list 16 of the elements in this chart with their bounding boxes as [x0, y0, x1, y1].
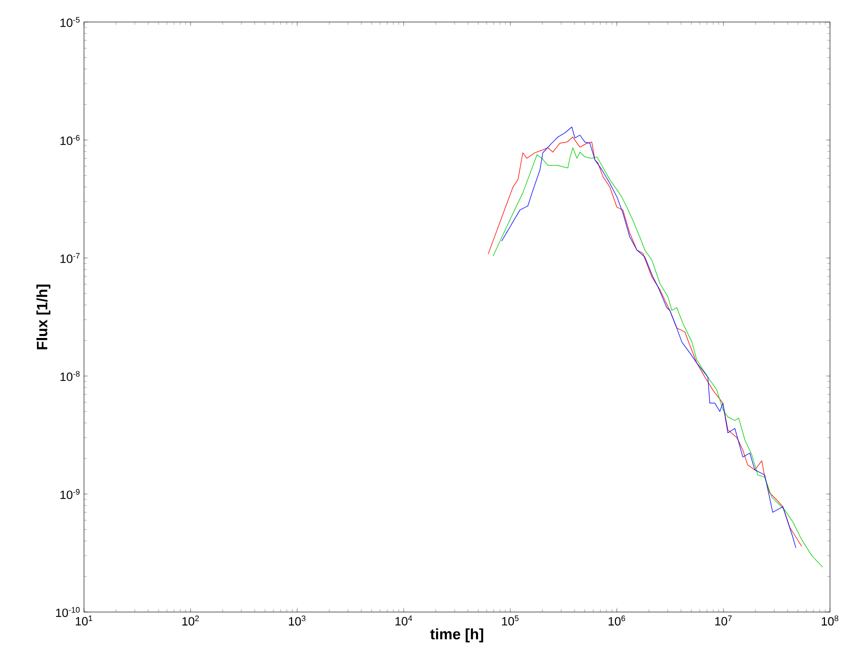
y-tick-label: 10$^{-10}$ — [56, 607, 80, 618]
x-tick-label: 10$^{2}$ — [182, 616, 199, 626]
y-tick-label: 10$^{-6}$ — [60, 135, 80, 146]
x-tick-label: 10$^{3}$ — [288, 616, 306, 626]
y-tick-label: 10$^{-9}$ — [60, 489, 80, 500]
x-axis-title: time [h] — [430, 628, 484, 642]
y-tick-label: 10$^{-7}$ — [60, 253, 80, 263]
y-axis-title: Flux [1/h] — [36, 284, 50, 350]
x-tick-label: 10$^{8}$ — [822, 616, 838, 626]
x-tick-label: 10$^{6}$ — [608, 616, 626, 626]
x-tick-label: 10$^{5}$ — [502, 616, 519, 626]
y-tick-label: 10$^{-5}$ — [60, 17, 80, 27]
x-tick-label: 10$^{7}$ — [715, 616, 732, 626]
x-tick-label: 10$^{4}$ — [396, 616, 412, 626]
x-tick-label: 10$^{1}$ — [76, 616, 92, 626]
y-tick-label: 10$^{-8}$ — [60, 371, 80, 382]
